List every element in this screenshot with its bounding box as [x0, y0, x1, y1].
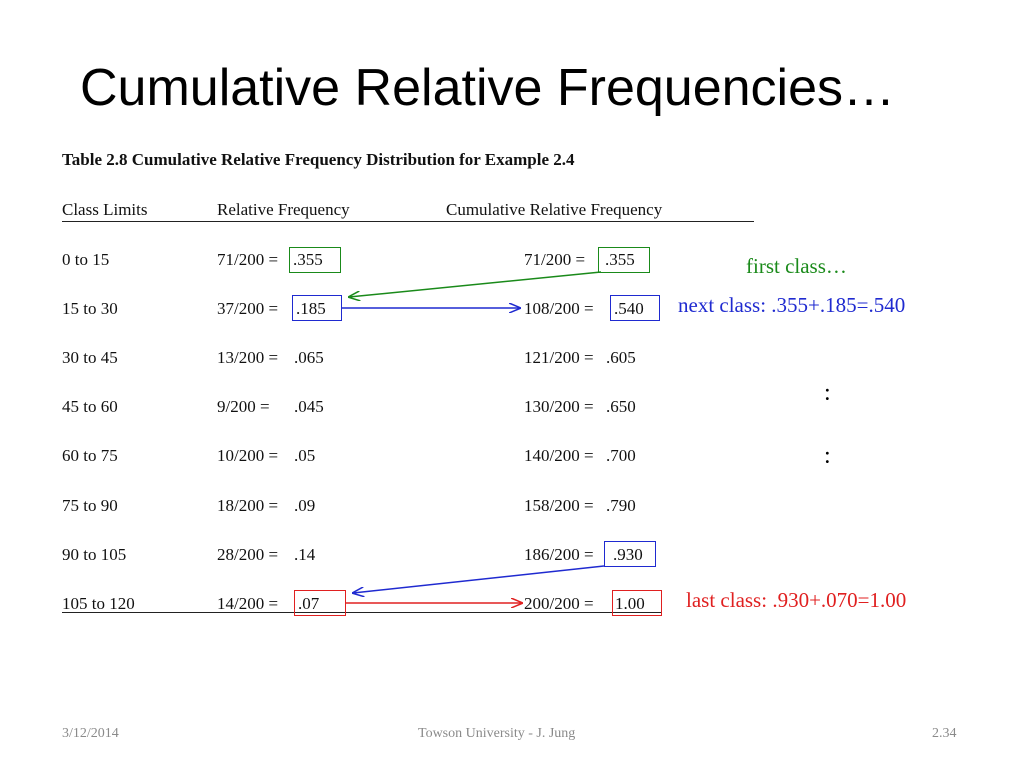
relative-frequency-value: .045	[294, 397, 324, 416]
cumulative-frequency-value: .605	[606, 348, 636, 367]
class-limits-cell: 45 to 60	[62, 397, 118, 416]
bottom-rule	[62, 612, 662, 613]
relative-frequency-value: .07	[298, 594, 320, 613]
relative-frequency-value: .09	[294, 496, 316, 515]
box-cum-row2	[610, 295, 660, 321]
cumulative-frequency-fraction: 140/200 =	[524, 446, 594, 465]
slide-title: Cumulative Relative Frequencies…	[80, 59, 896, 117]
cumulative-frequency-fraction: 108/200 =	[524, 299, 594, 318]
cumulative-frequency-value: .540	[614, 299, 644, 318]
cumulative-frequency-fraction: 121/200 =	[524, 348, 594, 367]
box-rel-row8	[294, 590, 346, 616]
class-limits-cell: 15 to 30	[62, 299, 118, 318]
box-cum-row7	[604, 541, 656, 567]
relative-frequency-fraction: 9/200 =	[217, 397, 270, 416]
header-rule	[62, 221, 754, 222]
class-limits-cell: 0 to 15	[62, 250, 110, 269]
table-caption: Table 2.8 Cumulative Relative Frequency …	[62, 150, 575, 169]
ellipsis-upper: :	[824, 380, 831, 406]
relative-frequency-fraction: 28/200 =	[217, 545, 279, 564]
footer-author: Towson University - J. Jung	[418, 726, 576, 741]
relative-frequency-value: .14	[294, 545, 316, 564]
class-limits-cell: 30 to 45	[62, 348, 118, 367]
arrow-blue-to-row8-rel	[353, 565, 605, 593]
cumulative-frequency-value: .790	[606, 496, 636, 515]
class-limits-cell: 75 to 90	[62, 496, 118, 515]
footer-date: 3/12/2014	[62, 726, 119, 741]
box-cum-row8	[612, 590, 662, 616]
relative-frequency-fraction: 13/200 =	[217, 348, 279, 367]
class-limits-cell: 105 to 120	[62, 594, 135, 613]
cumulative-frequency-fraction: 186/200 =	[524, 545, 594, 564]
relative-frequency-fraction: 14/200 =	[217, 594, 279, 613]
last-class-note: last class: .930+.070=1.00	[686, 588, 907, 612]
ellipsis-lower: :	[824, 443, 831, 469]
arrow-green-to-row2-rel	[349, 271, 602, 297]
relative-frequency-fraction: 10/200 =	[217, 446, 279, 465]
relative-frequency-value: .05	[294, 446, 316, 465]
header-cumulative-relative-frequency: Cumulative Relative Frequency	[446, 200, 663, 219]
class-limits-cell: 90 to 105	[62, 545, 127, 564]
relative-frequency-fraction: 18/200 =	[217, 496, 279, 515]
relative-frequency-fraction: 37/200 =	[217, 299, 279, 318]
cumulative-frequency-value: 1.00	[615, 594, 645, 613]
box-rel-row2	[292, 295, 342, 321]
box-rel-row1	[289, 247, 341, 273]
cumulative-frequency-fraction: 71/200 =	[524, 250, 586, 269]
cumulative-frequency-fraction: 200/200 =	[524, 594, 594, 613]
relative-frequency-value: .185	[296, 299, 326, 318]
cumulative-frequency-fraction: 158/200 =	[524, 496, 594, 515]
cumulative-frequency-fraction: 130/200 =	[524, 397, 594, 416]
header-relative-frequency: Relative Frequency	[217, 200, 350, 219]
header-class-limits: Class Limits	[62, 200, 148, 219]
relative-frequency-value: .065	[294, 348, 324, 367]
cumulative-frequency-value: .355	[605, 250, 635, 269]
footer-slide-number: 2.34	[932, 726, 957, 741]
first-class-note: first class…	[746, 254, 847, 278]
relative-frequency-value: .355	[293, 250, 323, 269]
cumulative-frequency-value: .650	[606, 397, 636, 416]
next-class-note: next class: .355+.185=.540	[678, 293, 906, 317]
box-cum-row1	[598, 247, 650, 273]
class-limits-cell: 60 to 75	[62, 446, 118, 465]
cumulative-frequency-value: .700	[606, 446, 636, 465]
cumulative-frequency-value: .930	[613, 545, 643, 564]
relative-frequency-fraction: 71/200 =	[217, 250, 279, 269]
